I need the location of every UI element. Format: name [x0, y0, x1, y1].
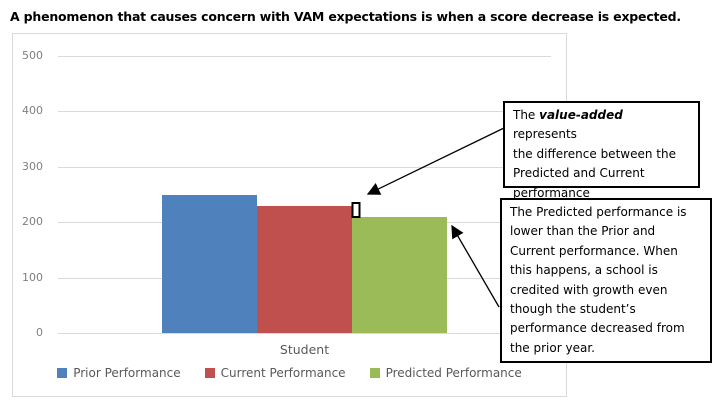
y-axis-tick-label-500: 500 [22, 49, 43, 62]
bar-prior-performance [162, 194, 257, 333]
x-axis-category-label: Student [279, 342, 330, 357]
legend-item-prior-performance: Prior Performance [57, 366, 181, 380]
y-axis-tick-label-400: 400 [22, 104, 43, 118]
legend-item-current-performance: Current Performance [204, 366, 346, 380]
legend-swatch [204, 368, 215, 378]
legend-label: Predicted Performance [385, 366, 522, 380]
legend: Prior Performance Current Performance Pred… [13, 366, 566, 380]
value-added-callout-box: The value-added represents the differenc… [503, 101, 700, 200]
gridline-400 [58, 111, 551, 113]
callout1-emphasis: value-added [539, 108, 623, 122]
legend-swatch [369, 368, 380, 378]
gridline-500 [58, 56, 551, 57]
y-axis-tick-label-300: 300 [22, 159, 43, 173]
legend-swatch [57, 368, 68, 378]
gridline-300 [58, 166, 551, 168]
y-axis-tick-label-200: 200 [22, 215, 43, 229]
legend-item-predicted-performance: Predicted Performance [369, 366, 522, 380]
gridline-0 [58, 333, 551, 334]
page-title: A phenomenon that causes concern with VA… [10, 9, 681, 24]
y-axis-tick-label-0: 0 [36, 326, 43, 339]
legend-label: Current Performance [220, 366, 346, 380]
callout1-text-prefix: The [513, 108, 540, 122]
chart-area: Student Prior Performance Current Perform… [12, 33, 567, 397]
callout1-text-suffix: represents the difference between the Pr… [513, 127, 676, 200]
bar-predicted-performance [352, 216, 447, 333]
callout2-text: The Predicted performance is lower than … [510, 205, 687, 355]
predicted-lower-callout-box: The Predicted performance is lower than … [500, 198, 712, 363]
y-axis-tick-label-100: 100 [22, 270, 43, 284]
legend-label: Prior Performance [73, 366, 181, 380]
bar-current-performance [257, 205, 352, 333]
